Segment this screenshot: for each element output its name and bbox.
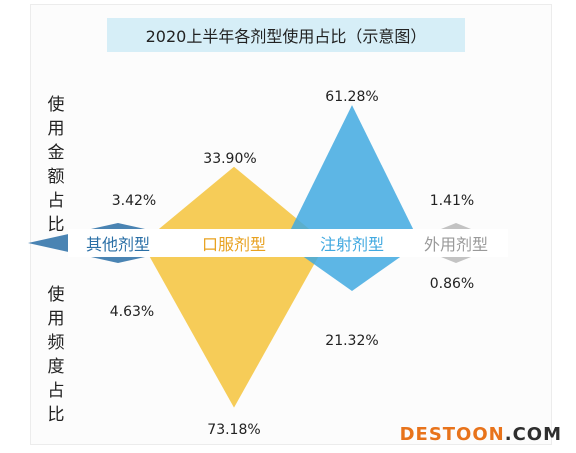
title-box	[107, 18, 465, 52]
triangle-upper-2	[142, 166, 326, 243]
category-label-2: 口服剂型	[202, 235, 266, 254]
category-label-3: 注射剂型	[320, 235, 384, 254]
watermark: DESTOON.COM	[400, 424, 562, 445]
category-label-1: 其他剂型	[86, 235, 150, 254]
data-label-upper-2: 33.90%	[203, 151, 256, 167]
data-label-upper-1: 3.42%	[112, 193, 156, 209]
category-label-4: 外用剂型	[424, 235, 488, 254]
triangle-lower-2	[142, 243, 326, 408]
watermark-main: DESTOON	[399, 424, 505, 445]
data-label-lower-4: 0.86%	[430, 276, 474, 292]
lower-axis-label: 使用频度占比	[48, 284, 65, 425]
data-label-lower-1: 4.63%	[110, 304, 154, 320]
chart-title: 2020上半年各剂型使用占比（示意图）	[146, 27, 427, 46]
data-label-lower-3: 21.32%	[325, 333, 378, 349]
data-label-upper-4: 1.41%	[430, 193, 474, 209]
data-label-upper-3: 61.28%	[325, 89, 378, 105]
category-band	[68, 229, 508, 257]
upper-axis-label: 使用金额占比	[48, 94, 65, 235]
triangle-upper-3	[284, 105, 420, 244]
watermark-suffix: .COM	[504, 424, 562, 445]
data-label-lower-2: 73.18%	[207, 422, 260, 438]
